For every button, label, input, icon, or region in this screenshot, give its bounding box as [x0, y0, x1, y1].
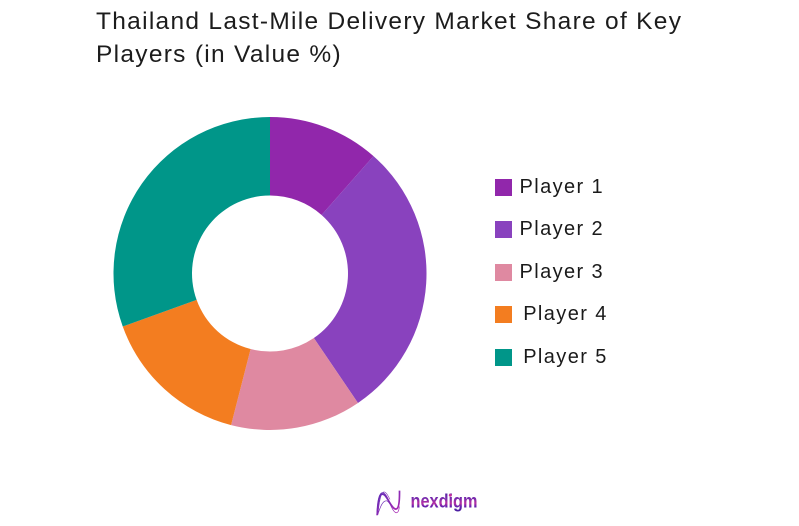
svg-text:nexdigm: nexdigm: [411, 491, 478, 513]
